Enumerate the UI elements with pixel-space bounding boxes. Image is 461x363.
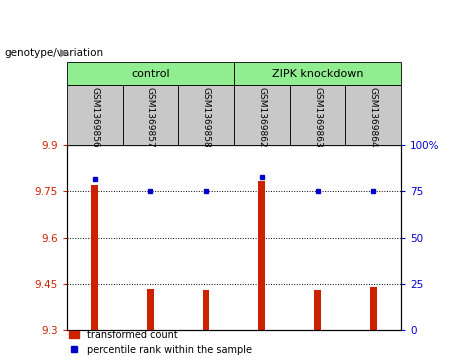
Bar <box>259 181 265 330</box>
Text: control: control <box>131 69 170 78</box>
Bar <box>290 85 345 145</box>
Text: ZIPK knockdown: ZIPK knockdown <box>272 69 363 78</box>
Bar <box>147 289 154 330</box>
Bar <box>123 85 178 145</box>
Legend: transformed count, percentile rank within the sample: transformed count, percentile rank withi… <box>69 330 252 355</box>
Bar <box>370 287 377 330</box>
Text: GSM1369862: GSM1369862 <box>257 87 266 148</box>
Text: ▶: ▶ <box>60 48 68 58</box>
Text: GSM1369864: GSM1369864 <box>369 87 378 148</box>
Text: GSM1369856: GSM1369856 <box>90 87 99 148</box>
Text: GSM1369858: GSM1369858 <box>201 87 211 148</box>
Bar <box>234 62 401 85</box>
Bar <box>178 85 234 145</box>
Text: GSM1369863: GSM1369863 <box>313 87 322 148</box>
Title: GDS5948 / 8037642: GDS5948 / 8037642 <box>167 128 301 141</box>
Bar <box>67 85 123 145</box>
Bar <box>314 290 321 330</box>
Bar <box>345 85 401 145</box>
Bar <box>67 62 234 85</box>
Bar <box>234 85 290 145</box>
Text: genotype/variation: genotype/variation <box>5 48 104 58</box>
Bar <box>91 185 98 330</box>
Bar <box>203 290 209 330</box>
Text: GSM1369857: GSM1369857 <box>146 87 155 148</box>
